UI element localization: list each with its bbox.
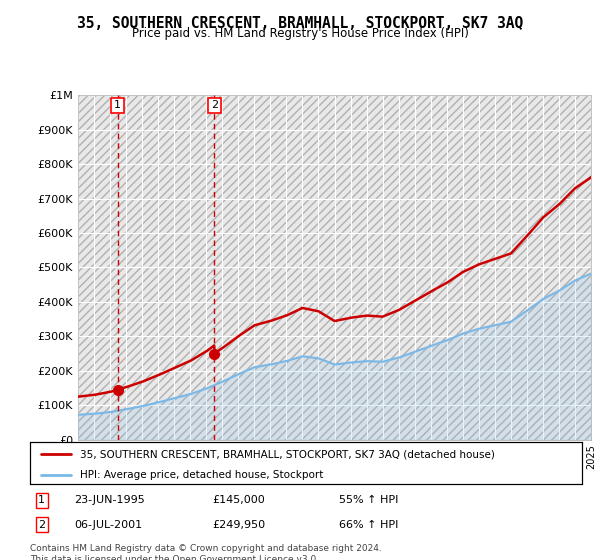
Text: 55% ↑ HPI: 55% ↑ HPI <box>339 496 398 506</box>
Text: £145,000: £145,000 <box>212 496 265 506</box>
Text: 2: 2 <box>211 100 218 110</box>
Text: 35, SOUTHERN CRESCENT, BRAMHALL, STOCKPORT, SK7 3AQ (detached house): 35, SOUTHERN CRESCENT, BRAMHALL, STOCKPO… <box>80 449 494 459</box>
Text: 66% ↑ HPI: 66% ↑ HPI <box>339 520 398 530</box>
Text: 1: 1 <box>38 496 45 506</box>
Text: HPI: Average price, detached house, Stockport: HPI: Average price, detached house, Stoc… <box>80 470 323 480</box>
Text: Price paid vs. HM Land Registry's House Price Index (HPI): Price paid vs. HM Land Registry's House … <box>131 27 469 40</box>
Text: 06-JUL-2001: 06-JUL-2001 <box>74 520 142 530</box>
Text: 1: 1 <box>114 100 121 110</box>
Bar <box>78 95 591 440</box>
Text: 35, SOUTHERN CRESCENT, BRAMHALL, STOCKPORT, SK7 3AQ: 35, SOUTHERN CRESCENT, BRAMHALL, STOCKPO… <box>77 16 523 31</box>
Text: 2: 2 <box>38 520 46 530</box>
Text: 23-JUN-1995: 23-JUN-1995 <box>74 496 145 506</box>
Text: Contains HM Land Registry data © Crown copyright and database right 2024.
This d: Contains HM Land Registry data © Crown c… <box>30 544 382 560</box>
Text: £249,950: £249,950 <box>212 520 265 530</box>
